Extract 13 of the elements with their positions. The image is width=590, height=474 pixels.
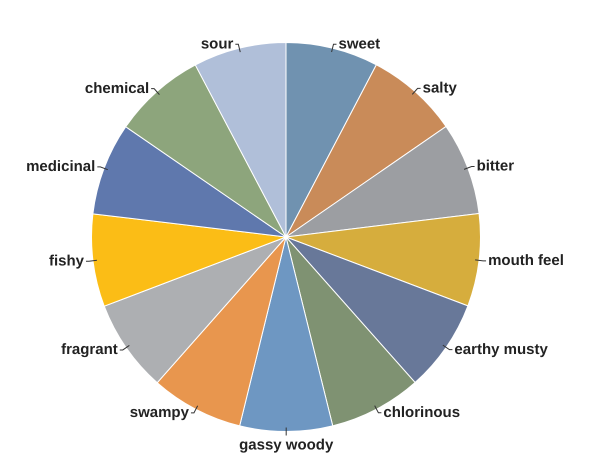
slice-label: swampy bbox=[130, 404, 190, 422]
slice-label: sweet bbox=[338, 35, 380, 52]
slice-label: fragrant bbox=[61, 341, 118, 358]
slice-label: chlorinous bbox=[383, 404, 460, 421]
slice-label: salty bbox=[422, 80, 458, 97]
slice-label: chemical bbox=[84, 80, 150, 97]
slice-label: fishy bbox=[48, 252, 85, 270]
slice-label: medicinal bbox=[26, 158, 96, 176]
slice-label: sour bbox=[200, 35, 234, 52]
slice-label: earthy musty bbox=[454, 340, 548, 358]
slice-label: bitter bbox=[476, 158, 514, 175]
slice-label: gassy woody bbox=[239, 436, 334, 454]
slice-label: mouth feel bbox=[488, 252, 564, 269]
